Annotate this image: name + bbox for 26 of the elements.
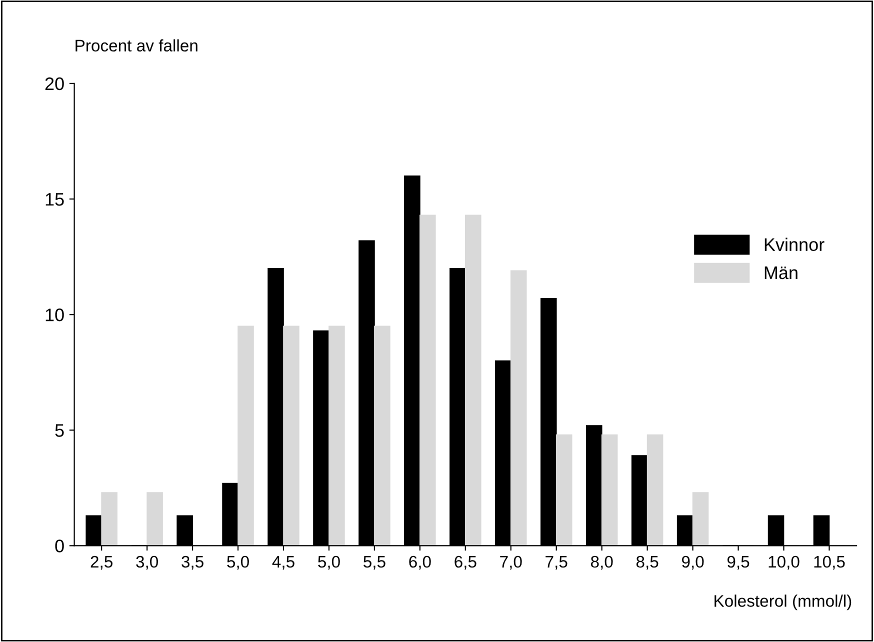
x-tick-label: 5,0: [318, 556, 340, 570]
y-tick-label: 20: [45, 77, 64, 90]
x-tick-label: 2,5: [90, 556, 112, 570]
x-tick-label: 3,0: [136, 556, 158, 570]
x-tick-label: 8,0: [590, 556, 613, 570]
y-tick-label: 5: [55, 424, 64, 437]
legend-label: Kvinnor: [764, 238, 824, 252]
x-tick-label: 6,0: [409, 556, 431, 570]
x-tick-label: 10,5: [814, 556, 845, 570]
y-axis-title: Procent av fallen: [76, 39, 198, 52]
x-tick-label: 9,5: [727, 556, 750, 570]
y-tick-label: 15: [46, 193, 64, 206]
x-tick-label: 6,5: [454, 556, 476, 570]
x-tick-label: 7,5: [546, 556, 568, 570]
y-tick-label: 10: [46, 308, 64, 322]
x-tick-label: 8,5: [636, 556, 658, 570]
x-axis-title: Kolesterol (mmol/l): [714, 594, 852, 610]
x-tick-label: 4,5: [272, 556, 294, 570]
x-tick-label: 5,5: [364, 556, 386, 570]
x-tick-label: 9,0: [682, 556, 704, 570]
x-tick-label: 3,5: [182, 556, 204, 570]
y-tick-label: 0: [55, 540, 64, 552]
x-tick-label: 7,0: [500, 556, 522, 570]
legend-label: Män: [764, 266, 798, 280]
x-tick-label: 10,0: [768, 556, 800, 570]
x-tick-label: 5,0: [227, 556, 249, 570]
